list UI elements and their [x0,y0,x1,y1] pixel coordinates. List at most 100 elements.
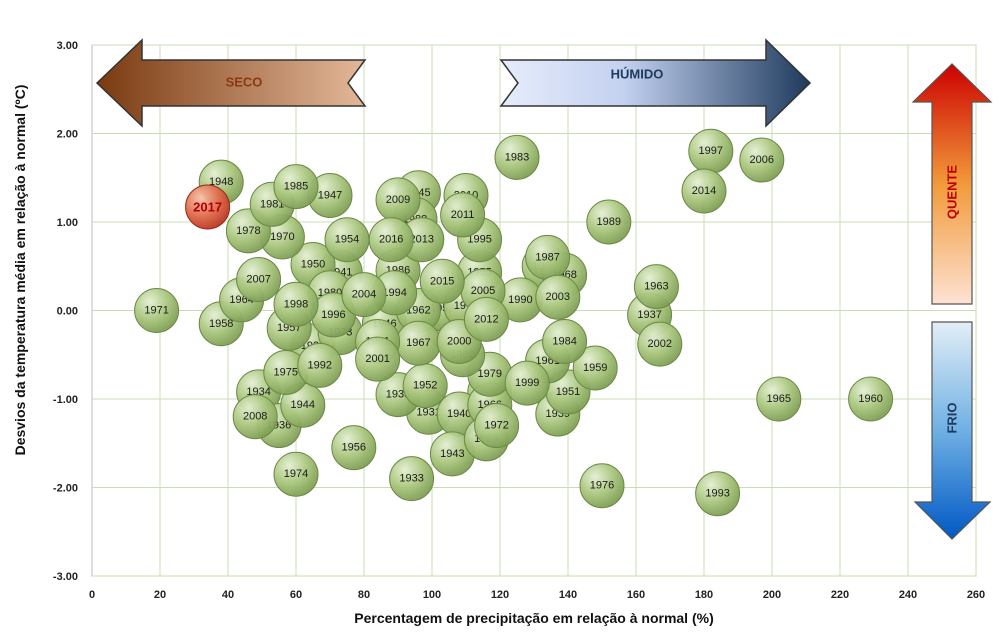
bubble-year-label: 1954 [335,234,359,246]
x-tick-label: 100 [423,589,441,601]
bubble-marker [440,192,486,238]
bubble-marker [273,164,319,210]
x-tick-label: 260 [967,589,985,601]
bubble-marker [633,264,679,310]
y-tick-label: 1.00 [57,217,78,229]
bubble-1997: 1997 [688,128,734,174]
bubble-marker [273,281,319,327]
bubble-2008: 2008 [232,394,278,440]
bubble-marker [134,288,180,333]
bubble-year-label: 1962 [406,305,430,317]
seco-label: SECO [226,75,263,90]
bubble-1974: 1974 [273,451,319,497]
bubble-year-label: 2009 [386,194,410,206]
bubble-marker [474,403,520,449]
bubble-year-label: 1989 [597,216,621,228]
bubble-2016: 2016 [368,217,414,263]
bubble-year-label: 2005 [471,285,495,297]
bubble-year-label: 2014 [692,185,716,197]
bubble-year-label: 1979 [478,368,502,380]
bubble-marker [572,345,618,391]
bubble-year-label: 1937 [637,309,661,321]
bubble-marker [586,199,632,245]
quente-arrow: QUENTE [911,63,993,305]
bubble-marker [389,456,435,502]
bubble-marker [739,137,785,183]
bubble-2012: 2012 [463,296,509,342]
bubble-year-label: 1956 [342,442,366,454]
bubble-marker [341,272,387,318]
bubble-2009: 2009 [375,177,421,223]
bubble-year-label: 2001 [365,353,389,365]
bubble-marker [463,296,509,342]
bubble-1993: 1993 [695,471,741,517]
bubble-1998: 1998 [273,281,319,327]
bubble-year-label: 1958 [209,318,233,330]
bubble-year-label: 1952 [413,380,437,392]
bubble-year-label: 2002 [648,338,672,350]
bubble-year-label: 1998 [284,298,308,310]
bubble-year-label: 1983 [505,151,529,163]
bubble-year-label: 1960 [858,393,882,405]
bubble-marker [494,134,540,180]
bubble-marker [579,463,625,509]
bubble-marker [695,471,741,517]
bubble-1976: 1976 [579,463,625,509]
bubble-1975: 1975 [263,349,309,395]
bubble-marker [542,318,588,364]
bubble-year-label: 1990 [508,294,532,306]
bubble-2015: 2015 [419,258,465,304]
bubble-2017: 2017 [185,184,231,230]
bubble-year-label: 1987 [535,251,559,263]
bubble-1959: 1959 [572,345,618,391]
bubble-marker [355,336,401,382]
bubble-marker [273,451,319,497]
bubble-year-label: 1965 [767,393,791,405]
bubble-year-label: 2007 [246,274,270,286]
x-tick-label: 60 [290,589,302,601]
bubble-year-label: 1996 [321,309,345,321]
bubble-year-label: 1972 [484,420,508,432]
bubble-year-label: 2015 [430,275,454,287]
bubble-marker [185,184,231,230]
bubble-2004: 2004 [341,272,387,318]
bubble-year-label: 2016 [379,234,403,246]
x-tick-label: 80 [358,589,370,601]
humido-arrow: HÚMIDO [499,38,812,128]
bubble-year-label: 1940 [447,408,471,420]
bubble-1992: 1992 [297,342,343,388]
bubble-year-label: 1993 [705,488,729,500]
bubble-year-label: 1997 [699,145,723,157]
bubble-2002: 2002 [637,321,683,367]
x-tick-label: 160 [627,589,645,601]
bubble-year-label: 1985 [284,181,308,193]
bubble-marker [331,425,377,471]
bubble-1984: 1984 [542,318,588,364]
quente-label: QUENTE [945,165,960,220]
bubble-year-label: 1992 [308,359,332,371]
bubble-2003: 2003 [535,274,581,320]
bubble-year-label: 1978 [236,225,260,237]
bubble-year-label: 2003 [546,291,570,303]
frio-label: FRIO [945,402,960,433]
y-tick-label: -1.00 [53,394,78,406]
bubble-2014: 2014 [681,168,727,214]
bubble-1985: 1985 [273,164,319,210]
x-tick-label: 0 [89,589,95,601]
y-tick-label: -2.00 [53,483,78,495]
bubble-year-label: 1974 [284,468,308,480]
bubble-year-label: 1975 [274,366,298,378]
bubble-1972: 1972 [474,403,520,449]
y-tick-label: -3.00 [53,571,78,583]
x-tick-label: 220 [831,589,849,601]
bubble-2001: 2001 [355,336,401,382]
bubble-marker [232,394,278,440]
x-tick-label: 240 [899,589,917,601]
bubble-year-label: 1950 [301,258,325,270]
bubble-1943: 1943 [429,431,475,477]
bubble-year-label: 1944 [291,399,315,411]
bubble-2011: 2011 [440,192,486,238]
humido-label: HÚMIDO [611,67,664,82]
bubble-2006: 2006 [739,137,785,183]
